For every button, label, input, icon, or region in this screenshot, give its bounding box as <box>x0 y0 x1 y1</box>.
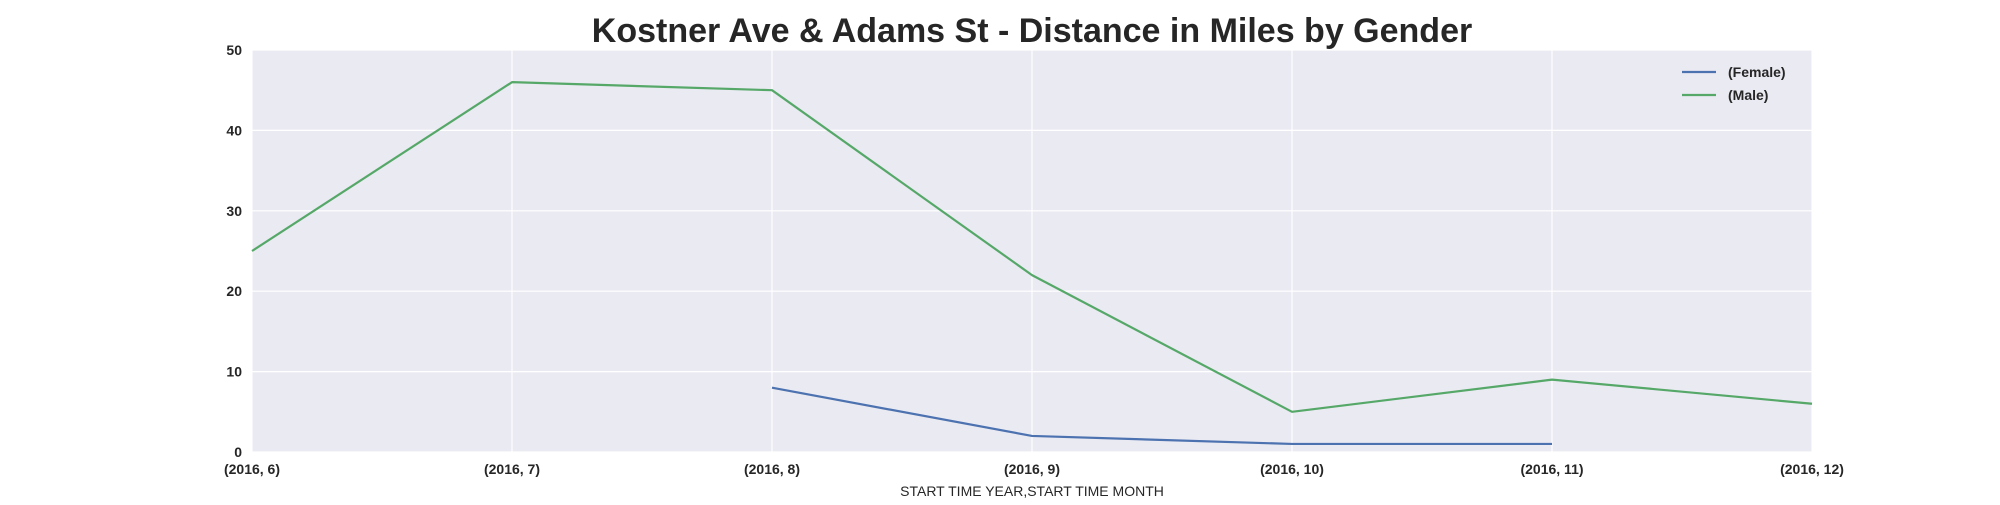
x-axis-ticks: (2016, 6) (2016, 7) (2016, 8) (2016, 9) (201… <box>224 461 1844 477</box>
legend-label: (Female) <box>1728 64 1786 80</box>
y-tick-label: 0 <box>234 444 242 460</box>
chart-title: Kostner Ave & Adams St - Distance in Mil… <box>592 12 1472 50</box>
x-tick-label: (2016, 12) <box>1780 461 1844 477</box>
y-tick-label: 50 <box>226 42 242 58</box>
y-axis-ticks: 0 10 20 30 40 50 <box>226 42 242 460</box>
x-tick-label: (2016, 6) <box>224 461 280 477</box>
x-tick-label: (2016, 10) <box>1260 461 1324 477</box>
x-tick-label: (2016, 7) <box>484 461 540 477</box>
x-tick-label: (2016, 11) <box>1520 461 1583 477</box>
y-tick-label: 10 <box>226 364 242 380</box>
legend-label: (Male) <box>1728 87 1768 103</box>
x-tick-label: (2016, 8) <box>744 461 800 477</box>
y-tick-label: 20 <box>226 283 242 299</box>
y-tick-label: 40 <box>226 122 242 138</box>
x-axis-label: START TIME YEAR,START TIME MONTH <box>900 483 1164 499</box>
x-tick-label: (2016, 9) <box>1004 461 1060 477</box>
y-tick-label: 30 <box>226 203 242 219</box>
